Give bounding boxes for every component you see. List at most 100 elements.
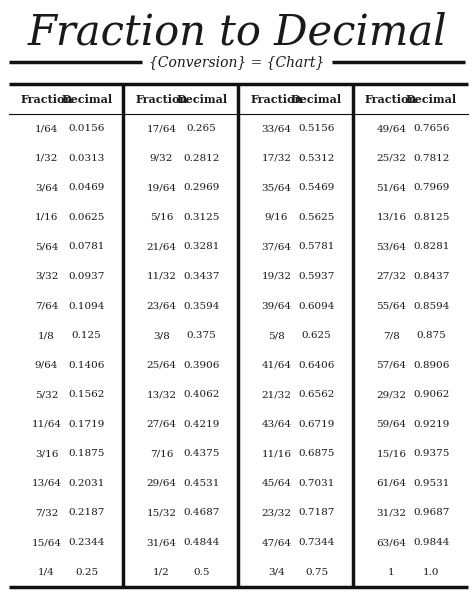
Text: 0.2187: 0.2187: [69, 508, 105, 517]
Text: 0.7344: 0.7344: [299, 538, 335, 547]
Text: 43/64: 43/64: [261, 420, 292, 429]
Text: 0.25: 0.25: [75, 568, 98, 577]
Text: 3/32: 3/32: [35, 272, 58, 281]
Text: 0.8437: 0.8437: [413, 272, 450, 281]
Text: Decimal: Decimal: [406, 94, 457, 105]
Text: 35/64: 35/64: [261, 184, 292, 192]
Text: 29/32: 29/32: [376, 390, 406, 399]
Text: 5/64: 5/64: [35, 242, 58, 251]
Text: 45/64: 45/64: [261, 479, 292, 488]
Text: 0.9844: 0.9844: [413, 538, 450, 547]
Text: 0.4531: 0.4531: [183, 479, 220, 488]
Text: 9/64: 9/64: [35, 361, 58, 369]
Text: Decimal: Decimal: [61, 94, 112, 105]
Text: 13/16: 13/16: [376, 213, 406, 222]
Text: 19/64: 19/64: [146, 184, 176, 192]
Text: 11/16: 11/16: [261, 449, 292, 459]
Text: 1.0: 1.0: [423, 568, 440, 577]
Text: 23/64: 23/64: [146, 302, 176, 311]
Text: 0.6875: 0.6875: [299, 449, 335, 459]
Text: 0.9531: 0.9531: [413, 479, 450, 488]
Text: Fraction: Fraction: [365, 94, 418, 105]
Text: 23/32: 23/32: [261, 508, 292, 517]
Text: 0.2812: 0.2812: [183, 154, 220, 163]
Text: 31/64: 31/64: [146, 538, 176, 547]
Text: 0.4219: 0.4219: [183, 420, 220, 429]
Text: 0.3281: 0.3281: [183, 242, 220, 251]
Text: 0.7812: 0.7812: [413, 154, 450, 163]
Text: 0.3437: 0.3437: [183, 272, 220, 281]
Text: 0.7187: 0.7187: [299, 508, 335, 517]
Text: 0.1094: 0.1094: [69, 302, 105, 311]
Text: 61/64: 61/64: [376, 479, 406, 488]
Text: 11/64: 11/64: [31, 420, 62, 429]
Text: 0.6094: 0.6094: [299, 302, 335, 311]
Text: 27/64: 27/64: [146, 420, 176, 429]
Text: 53/64: 53/64: [376, 242, 406, 251]
Text: 0.9375: 0.9375: [413, 449, 450, 459]
Text: Fraction: Fraction: [135, 94, 188, 105]
Text: 17/32: 17/32: [261, 154, 292, 163]
Text: 0.0313: 0.0313: [69, 154, 105, 163]
Text: 0.5469: 0.5469: [299, 184, 335, 192]
Text: 13/32: 13/32: [146, 390, 176, 399]
Text: 55/64: 55/64: [376, 302, 406, 311]
Text: 0.6719: 0.6719: [299, 420, 335, 429]
Text: 3/16: 3/16: [35, 449, 58, 459]
Text: 5/8: 5/8: [268, 331, 285, 340]
Text: 0.2031: 0.2031: [69, 479, 105, 488]
Text: 59/64: 59/64: [376, 420, 406, 429]
Text: 0.0625: 0.0625: [69, 213, 105, 222]
Text: 0.0937: 0.0937: [69, 272, 105, 281]
Text: 7/64: 7/64: [35, 302, 58, 311]
Text: 0.1875: 0.1875: [69, 449, 105, 459]
Text: 0.9687: 0.9687: [413, 508, 450, 517]
Text: 21/64: 21/64: [146, 242, 176, 251]
Text: 0.8906: 0.8906: [413, 361, 450, 369]
Text: 0.5: 0.5: [193, 568, 210, 577]
Text: 0.4844: 0.4844: [183, 538, 220, 547]
Text: 0.7031: 0.7031: [299, 479, 335, 488]
Text: 1/2: 1/2: [153, 568, 170, 577]
Text: 0.7969: 0.7969: [413, 184, 450, 192]
Text: 19/32: 19/32: [261, 272, 292, 281]
Text: 0.5625: 0.5625: [299, 213, 335, 222]
Text: 0.2344: 0.2344: [69, 538, 105, 547]
Text: 0.7656: 0.7656: [413, 124, 450, 133]
Text: Fraction to Decimal: Fraction to Decimal: [27, 12, 447, 53]
Text: 0.4375: 0.4375: [183, 449, 220, 459]
Text: 31/32: 31/32: [376, 508, 406, 517]
Text: Decimal: Decimal: [291, 94, 342, 105]
Text: 0.625: 0.625: [302, 331, 331, 340]
Text: 57/64: 57/64: [376, 361, 406, 369]
Text: 21/32: 21/32: [261, 390, 292, 399]
Text: 41/64: 41/64: [261, 361, 292, 369]
Text: 9/16: 9/16: [264, 213, 288, 222]
Text: 0.6562: 0.6562: [299, 390, 335, 399]
Text: Decimal: Decimal: [176, 94, 227, 105]
Text: 3/64: 3/64: [35, 184, 58, 192]
Text: 0.3906: 0.3906: [183, 361, 220, 369]
Text: 1: 1: [388, 568, 395, 577]
Text: 0.3594: 0.3594: [183, 302, 220, 311]
Text: 0.0469: 0.0469: [69, 184, 105, 192]
Text: 11/32: 11/32: [146, 272, 176, 281]
Text: 0.3125: 0.3125: [183, 213, 220, 222]
Text: 29/64: 29/64: [146, 479, 176, 488]
Text: 0.125: 0.125: [72, 331, 101, 340]
Text: 37/64: 37/64: [261, 242, 292, 251]
Text: 25/32: 25/32: [376, 154, 406, 163]
Text: 15/16: 15/16: [376, 449, 406, 459]
Text: 9/32: 9/32: [150, 154, 173, 163]
Text: 0.1562: 0.1562: [69, 390, 105, 399]
Text: 27/32: 27/32: [376, 272, 406, 281]
Text: 39/64: 39/64: [261, 302, 292, 311]
Text: 0.9219: 0.9219: [413, 420, 450, 429]
Text: 0.4062: 0.4062: [183, 390, 220, 399]
Text: 0.8594: 0.8594: [413, 302, 450, 311]
Text: 0.2969: 0.2969: [183, 184, 220, 192]
Text: 5/32: 5/32: [35, 390, 58, 399]
Text: 7/16: 7/16: [150, 449, 173, 459]
Text: {Conversion} = {Chart}: {Conversion} = {Chart}: [149, 55, 325, 69]
Text: 0.5156: 0.5156: [299, 124, 335, 133]
